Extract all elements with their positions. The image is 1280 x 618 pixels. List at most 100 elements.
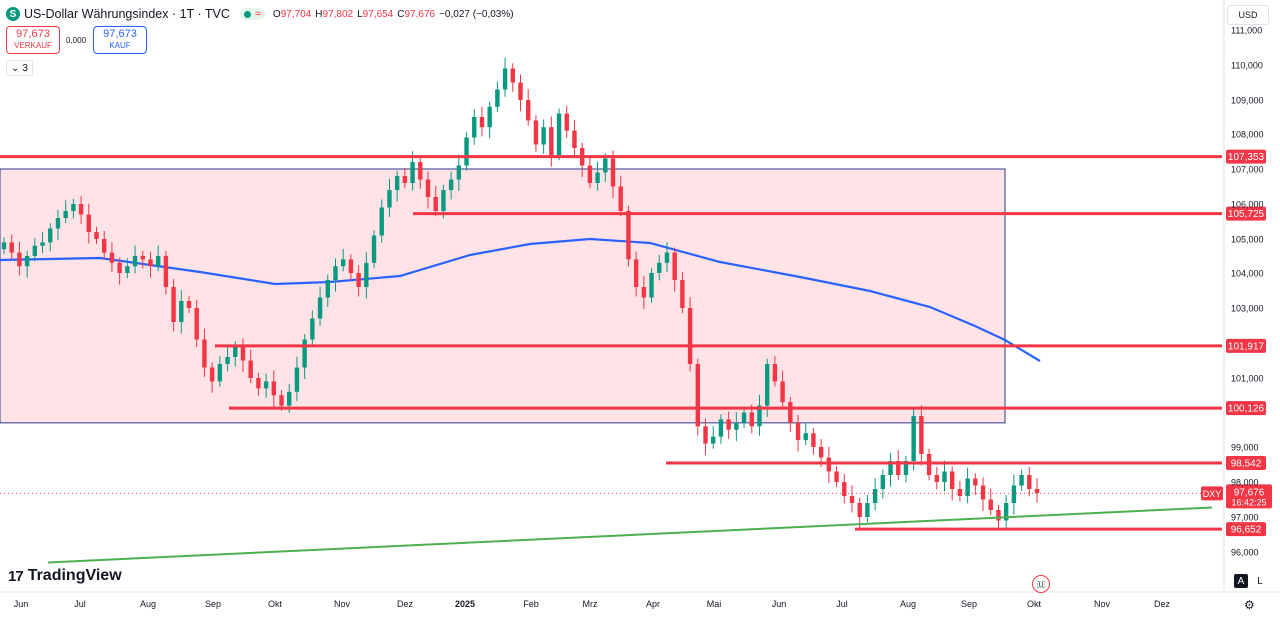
buy-price: 97,673 (103, 28, 137, 40)
level-price-tag (1226, 456, 1266, 471)
candle-body (803, 433, 808, 441)
candle-body (1, 242, 7, 250)
candle-body (672, 252, 677, 280)
y-tick-label: 111,000 (1231, 26, 1262, 36)
candle-body (618, 186, 623, 211)
candle-body (472, 117, 477, 138)
candle-body (78, 204, 84, 215)
candle-body (980, 485, 986, 500)
candle-body (741, 412, 747, 423)
candle-body (903, 461, 909, 475)
candle-body (549, 127, 554, 155)
candle-body (364, 262, 369, 287)
sell-button[interactable]: 97,673 VERKAUF (6, 26, 60, 54)
candle-body (487, 106, 492, 128)
tradingview-wordmark: TradingView (27, 567, 122, 584)
candle-body (256, 378, 261, 389)
candle-body (387, 190, 392, 208)
tradingview-mark-icon: 17 (8, 567, 24, 585)
ohlc-low: L97,654 (357, 8, 394, 20)
market-status[interactable]: ≈ (239, 8, 265, 20)
level-price-tag (1226, 338, 1266, 353)
log-scale-button[interactable]: L (1257, 575, 1263, 587)
x-tick-label: Okt (1027, 599, 1042, 609)
x-tick-label: Jul (74, 599, 86, 609)
moving-average-line (0, 237, 1041, 362)
x-tick-label: Jul (836, 599, 848, 609)
level-price-label: 107,353 (1228, 152, 1265, 163)
candle-body (179, 301, 184, 322)
candle-body (186, 301, 192, 308)
candle-body (1011, 485, 1017, 503)
symbol-header[interactable]: S US-Dollar Währungsindex · 1T · TVC ≈ O… (6, 5, 518, 23)
auto-scale-button[interactable]: A (1234, 574, 1248, 588)
candle-body (649, 273, 654, 298)
x-tick-label: Jun (14, 599, 29, 609)
currency-select[interactable]: USD (1227, 5, 1269, 25)
candle-body (872, 489, 878, 503)
symbol-icon: S (6, 7, 20, 21)
level-price-tag (1226, 206, 1266, 221)
x-tick-label: Okt (268, 599, 283, 609)
candle-body (541, 127, 546, 145)
candle-body (40, 242, 45, 246)
candle-body (240, 346, 246, 361)
candle-body (502, 68, 508, 90)
x-tick-label: Nov (1094, 599, 1111, 609)
candle-body (394, 176, 400, 190)
market-open-dot-icon (243, 10, 251, 18)
candle-body (687, 308, 693, 364)
candle-body (225, 357, 230, 364)
candle-body (556, 113, 562, 155)
y-tick-label: 106,000 (1231, 200, 1264, 210)
candle-body (148, 259, 153, 267)
candle-body (518, 82, 523, 100)
candle-body (71, 204, 76, 211)
candle-body (209, 367, 215, 382)
symbol-tag-label: DXY (1203, 489, 1222, 499)
candle-body (795, 422, 801, 441)
x-tick-label: Jun (772, 599, 787, 609)
candle-body (965, 478, 970, 496)
level-price-tag (1226, 149, 1266, 164)
candle-body (109, 252, 115, 263)
settings-icon[interactable]: ⚙ (1244, 598, 1255, 612)
candle-body (1003, 503, 1009, 521)
candle-body (479, 117, 485, 128)
candle-body (780, 381, 785, 403)
candle-body (263, 381, 269, 389)
x-tick-label: Aug (140, 599, 156, 609)
candle-body (448, 179, 454, 190)
symbol-title[interactable]: US-Dollar Währungsindex · 1T · TVC (24, 7, 230, 21)
candle-body (456, 165, 462, 180)
candle-body (63, 211, 68, 218)
candle-body (117, 262, 122, 273)
candle-body (818, 447, 824, 458)
candle-body (102, 239, 107, 253)
indicators-toggle[interactable]: ⌄ 3 (6, 60, 33, 76)
level-price-label: 98,542 (1231, 459, 1262, 470)
y-tick-label: 99,000 (1231, 443, 1259, 453)
level-price-tag (1226, 401, 1266, 416)
candle-body (988, 499, 993, 510)
level-price-label: 101,917 (1228, 341, 1265, 352)
us-flag-icon[interactable]: 🇺 (1032, 575, 1050, 593)
tradingview-logo[interactable]: 17 TradingView (8, 567, 122, 585)
ohlc-open: O97,704 (272, 8, 312, 20)
buy-label: KAUF (109, 41, 131, 50)
sell-label: VERKAUF (14, 41, 52, 50)
candle-body (888, 461, 893, 475)
candle-body (402, 176, 408, 183)
candle-body (950, 471, 955, 489)
candle-body (125, 266, 130, 273)
x-tick-label: Mrz (583, 599, 598, 609)
x-tick-label: Sep (961, 599, 977, 609)
price-change: −0,027 (−0,03%) (439, 8, 514, 20)
candle-body (896, 461, 901, 475)
x-tick-label: Nov (334, 599, 351, 609)
buy-button[interactable]: 97,673 KAUF (93, 26, 147, 54)
x-tick-label: Apr (646, 599, 660, 609)
candle-body (425, 179, 431, 197)
candle-body (194, 308, 199, 340)
